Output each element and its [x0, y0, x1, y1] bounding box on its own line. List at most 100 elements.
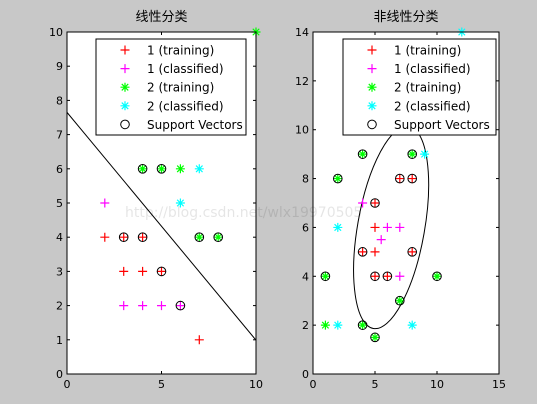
1-training-point [194, 335, 204, 345]
2-classified-point [175, 198, 185, 208]
2-classified-point [407, 320, 417, 330]
y-tick-label: 0 [302, 368, 309, 381]
support-vectors-point [333, 173, 343, 184]
support-vectors-point [395, 295, 405, 306]
support-vectors-point [137, 232, 148, 242]
1-training-point [395, 174, 405, 184]
1-training-point [138, 232, 148, 242]
y-tick-label: 10 [295, 124, 309, 137]
1-classified-point [138, 301, 148, 311]
1-classified-point [100, 198, 110, 208]
y-tick-label: 6 [302, 221, 309, 234]
legend-label: 1 (classified) [394, 62, 471, 76]
legend-label: 1 (training) [394, 44, 461, 58]
1-classified-point [395, 271, 405, 281]
legend-marker [367, 45, 377, 55]
2-classified-point [333, 320, 343, 330]
legend-label: 1 (classified) [147, 62, 224, 76]
support-vectors-point [357, 149, 368, 159]
y-tick-label: 7 [56, 129, 63, 142]
y-tick-label: 8 [56, 94, 63, 107]
legend-marker [120, 119, 130, 130]
2-training-point [157, 164, 166, 174]
panel-2-axes-frame [312, 31, 500, 375]
support-vectors-point [370, 198, 380, 208]
support-vectors-point [194, 232, 205, 242]
1-training-point [407, 247, 417, 257]
2-training-point [213, 232, 223, 242]
y-tick-label: 14 [295, 26, 309, 39]
support-vectors-point [395, 173, 405, 184]
x-tick-label: 15 [492, 378, 506, 391]
panel-2-title: 非线性分类 [373, 10, 438, 25]
1-classified-point [119, 301, 129, 311]
support-vectors-point [137, 164, 148, 174]
y-tick-label: 2 [302, 319, 309, 332]
1-training-point [157, 266, 166, 276]
2-training-point [407, 149, 417, 159]
2-training-point [320, 271, 330, 281]
1-training-point [370, 198, 380, 208]
legend-label: Support Vectors [147, 118, 243, 132]
support-vectors-point [370, 332, 380, 343]
y-tick-label: 4 [56, 231, 63, 244]
support-vectors-point [320, 271, 331, 282]
2-training-point [358, 320, 368, 330]
2-training-point [320, 320, 330, 330]
legend-label: 1 (training) [147, 44, 214, 58]
support-vectors-point [407, 247, 418, 257]
y-tick-label: 3 [56, 265, 63, 278]
y-tick-label: 0 [56, 368, 63, 381]
support-vectors-point [370, 271, 380, 282]
legend-label: 2 (classified) [394, 99, 471, 113]
support-vectors-point [156, 266, 167, 277]
1-training-point [100, 232, 110, 242]
legend-label: 2 (training) [394, 81, 461, 95]
1-training-point [358, 247, 368, 257]
2-training-point [358, 149, 368, 159]
watermark-text: http://blog.csdn.net/wlx19970505 [125, 205, 362, 221]
2-classified-point [194, 164, 204, 174]
1-classified-point [395, 222, 405, 232]
legend-label: 2 (training) [147, 81, 214, 95]
2-training-point [395, 296, 405, 306]
x-tick-label: 5 [372, 378, 379, 391]
x-tick-label: 0 [310, 378, 317, 391]
y-tick-label: 9 [56, 60, 63, 73]
1-training-point [382, 271, 392, 281]
support-vectors-point [382, 271, 393, 282]
legend-marker [120, 45, 130, 55]
x-tick-label: 10 [249, 378, 263, 391]
2-training-point [333, 174, 343, 184]
support-vectors-point [175, 300, 186, 311]
y-tick-label: 4 [302, 270, 309, 283]
legend-label: Support Vectors [394, 118, 490, 132]
support-vectors-point [357, 320, 368, 330]
legend-marker [120, 64, 130, 74]
support-vectors-point [118, 232, 129, 242]
2-classified-point [333, 222, 343, 232]
2-training-point [370, 332, 380, 342]
y-tick-label: 6 [56, 163, 63, 176]
legend-marker [120, 101, 130, 111]
support-vectors-point [407, 173, 418, 184]
x-tick-label: 0 [64, 378, 71, 391]
y-tick-label: 5 [56, 197, 63, 210]
1-training-point [370, 271, 380, 281]
support-vectors-point [156, 164, 167, 174]
2-training-point [194, 232, 204, 242]
legend-label: 2 (classified) [147, 99, 224, 113]
1-classified-point [358, 198, 368, 208]
panel-1-title: 线性分类 [135, 10, 187, 25]
support-vectors-point [213, 232, 223, 242]
decision-boundary-line [66, 112, 257, 341]
1-training-point [407, 174, 417, 184]
x-tick-label: 5 [158, 378, 165, 391]
support-vectors-point [407, 149, 418, 159]
support-vectors-point [357, 247, 368, 257]
1-training-point [138, 266, 148, 276]
y-tick-label: 8 [302, 173, 309, 186]
panel-1-legend: 1 (training) 1 (classified) 2 (training) 2 … [95, 38, 247, 136]
1-training-point [370, 222, 380, 232]
